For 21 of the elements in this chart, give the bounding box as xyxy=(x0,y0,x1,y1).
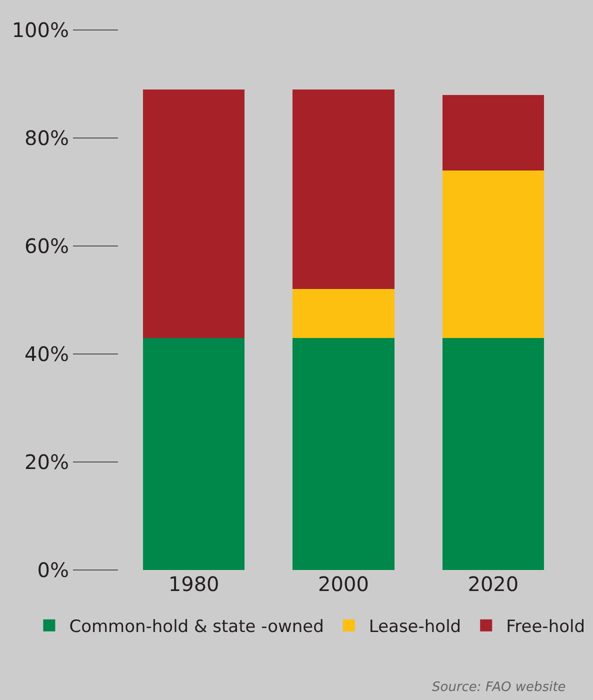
y-tick-label: 0% xyxy=(37,558,69,582)
bar xyxy=(142,89,245,338)
bar xyxy=(442,170,544,338)
x-tick-label: 1980 xyxy=(168,572,220,596)
bar xyxy=(142,338,245,570)
x-tick-label: 2020 xyxy=(468,572,519,596)
y-tick-label: 100% xyxy=(12,18,69,42)
x-tick-label: 2000 xyxy=(318,572,369,596)
bar xyxy=(442,338,544,570)
y-tick-label: 20% xyxy=(24,450,69,474)
y-tick-label: 80% xyxy=(24,126,69,150)
legend-label: Common-hold & state -owned xyxy=(69,616,324,637)
bar xyxy=(292,89,394,290)
legend-label: Lease-hold xyxy=(368,616,462,637)
bar xyxy=(292,289,394,338)
y-tick-label: 60% xyxy=(24,234,69,258)
legend-label: Free-hold xyxy=(506,616,586,637)
y-tick-label: 40% xyxy=(24,342,69,366)
bar xyxy=(292,338,394,570)
bar xyxy=(442,94,544,170)
source-note: Source: FAO website xyxy=(432,680,566,695)
